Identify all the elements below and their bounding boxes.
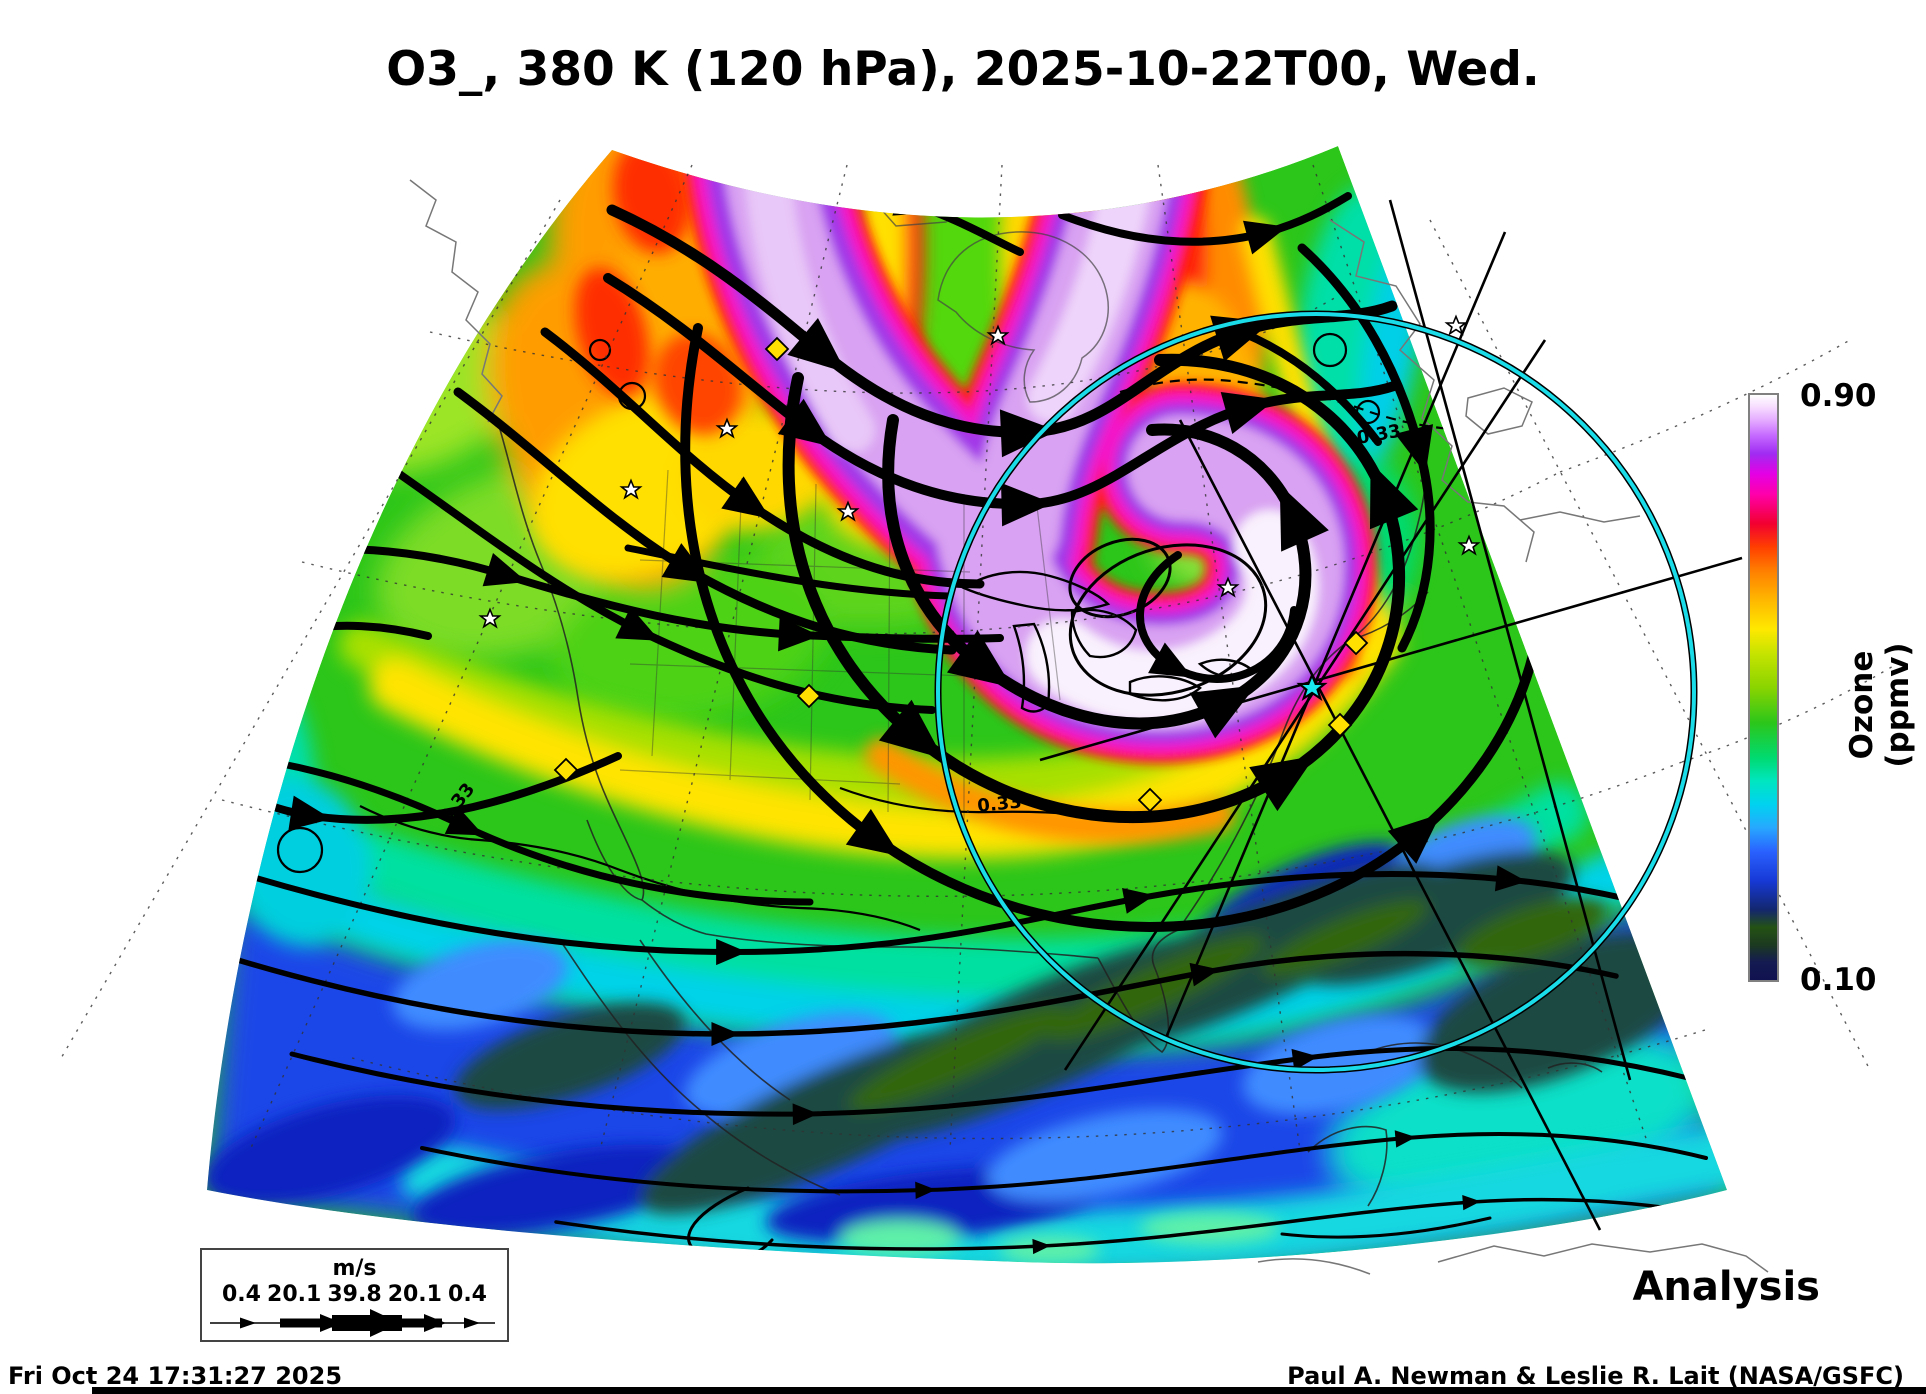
- legend-speed-4: 0.4: [448, 1282, 487, 1307]
- legend-speed-2: 39.8: [327, 1282, 382, 1307]
- legend-speed-values: 0.4 20.1 39.8 20.1 0.4: [202, 1282, 507, 1307]
- legend-speed-3: 20.1: [387, 1282, 442, 1307]
- colorbar: [1748, 393, 1779, 982]
- contour-label-center: 0.33: [976, 791, 1022, 817]
- product-type-label: Analysis: [1632, 1264, 1820, 1310]
- generation-timestamp: Fri Oct 24 17:31:27 2025: [8, 1362, 343, 1390]
- great-circle-lines: [1039, 199, 1743, 1231]
- legend-arrow-glyphs: [210, 1309, 495, 1337]
- bottom-divider-bar: [92, 1387, 1926, 1394]
- legend-speed-0: 0.4: [222, 1282, 261, 1307]
- station-range-ring: [934, 310, 1698, 1074]
- colorbar-max-label: 0.90: [1800, 378, 1877, 414]
- wind-speed-legend: m/s 0.4 20.1 39.8 20.1 0.4: [200, 1248, 509, 1342]
- credit-line: Paul A. Newman & Leslie R. Lait (NASA/GS…: [1287, 1362, 1904, 1390]
- legend-speed-1: 20.1: [267, 1282, 322, 1307]
- page-title: O3_, 380 K (120 hPa), 2025-10-22T00, Wed…: [386, 42, 1540, 97]
- ozone-field-layer: [207, 146, 1727, 1264]
- outside-coastlines: [409, 179, 1769, 1275]
- colorbar-axis-label: Ozone (ppmv): [1844, 642, 1916, 768]
- legend-units-label: m/s: [332, 1256, 377, 1281]
- colorbar-min-label: 0.10: [1800, 962, 1877, 998]
